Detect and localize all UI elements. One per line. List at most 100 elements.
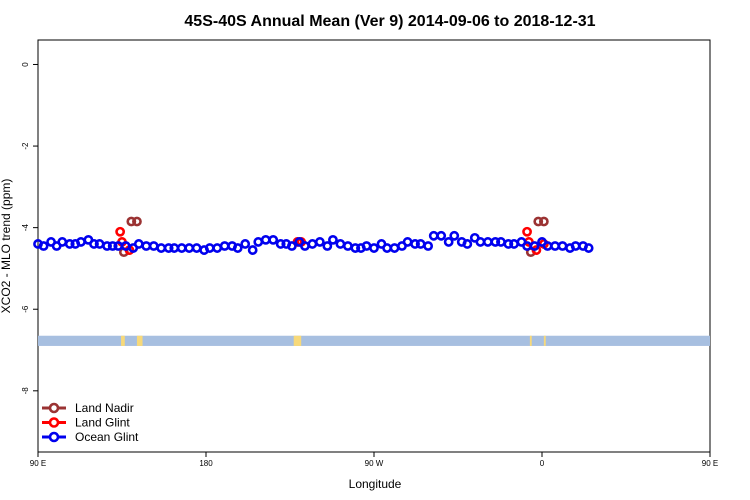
land-ocean-band [38, 335, 710, 346]
data-point [253, 237, 264, 247]
data-point [449, 230, 460, 241]
legend-label: Land Nadir [75, 401, 134, 415]
y-axis-ticks: 0 -2 -4 -6 -8 [21, 62, 38, 395]
data-point [133, 239, 144, 249]
data-point [583, 243, 594, 253]
x-axis-ticks: 90 E 180 90 W 0 90 E [30, 452, 718, 468]
ocean-band [38, 335, 710, 346]
data-point [389, 243, 400, 253]
data-point [402, 237, 413, 247]
data-point [428, 230, 439, 241]
data-point [490, 237, 501, 247]
data-point [232, 243, 243, 253]
data-point [570, 241, 581, 251]
data-point [156, 243, 167, 253]
legend-label: Ocean Glint [75, 430, 139, 444]
y-tick-label: 0 [21, 62, 30, 67]
land-band-segment [136, 335, 143, 346]
data-point [462, 239, 473, 249]
land-band-segment [293, 335, 302, 346]
data-point [57, 237, 68, 247]
y-tick-label: -4 [21, 224, 30, 232]
data-point [113, 241, 124, 251]
y-axis-label: XCO2 - MLO trend (ppm) [0, 179, 13, 314]
data-point [509, 239, 519, 249]
x-tick-label: 180 [199, 459, 213, 468]
plot-frame [37, 39, 711, 453]
data-point [102, 241, 112, 251]
data-point [260, 234, 271, 245]
legend-marker [48, 417, 60, 428]
data-point [328, 234, 338, 245]
data-point [184, 243, 195, 253]
data-point [115, 226, 126, 237]
data-point [300, 241, 310, 251]
data-point [204, 243, 215, 253]
data-point [557, 241, 568, 251]
legend-label: Land Glint [75, 416, 130, 430]
data-point [314, 237, 325, 247]
data-point [322, 241, 333, 251]
data-point [94, 239, 105, 249]
data-point [538, 216, 549, 227]
data-point [212, 243, 223, 253]
data-point [286, 241, 297, 251]
data-point [148, 241, 159, 251]
legend-marker [48, 431, 60, 443]
x-axis-label: Longitude [349, 477, 402, 491]
data-point [415, 239, 426, 249]
data-point [496, 237, 506, 247]
data-point [275, 239, 286, 249]
data-point [219, 241, 230, 251]
data-point [38, 241, 49, 251]
x-tick-label: 0 [540, 459, 545, 468]
data-point [191, 243, 202, 253]
series-layer [33, 216, 594, 258]
data-point [475, 237, 486, 247]
y-tick-label: -6 [21, 305, 30, 313]
land-band-segment [529, 335, 532, 346]
data-point [350, 243, 361, 253]
data-point [533, 216, 544, 227]
data-point [240, 239, 251, 249]
data-point [550, 241, 560, 251]
series-ocean-glint [33, 230, 594, 255]
data-point [132, 216, 142, 227]
data-point [268, 234, 279, 245]
data-point [342, 241, 353, 251]
data-point [141, 241, 152, 251]
x-tick-label: 90 W [365, 459, 384, 468]
data-point [361, 241, 372, 251]
data-point [369, 243, 379, 253]
data-point [163, 243, 174, 253]
data-point [89, 239, 99, 249]
y-tick-label: -2 [21, 142, 30, 150]
data-point [410, 239, 420, 249]
data-point [335, 239, 346, 249]
data-point [482, 237, 493, 247]
data-point [436, 230, 447, 241]
data-point [126, 216, 137, 227]
legend-marker [48, 402, 60, 414]
data-point [247, 245, 258, 255]
data-point [382, 243, 392, 253]
y-tick-label: -8 [21, 387, 30, 395]
chart-title: 45S-40S Annual Mean (Ver 9) 2014-09-06 t… [184, 13, 595, 30]
data-point [443, 237, 454, 247]
data-point [307, 239, 318, 249]
data-point [529, 241, 540, 251]
data-point [503, 239, 514, 249]
data-point [176, 243, 187, 253]
land-band-segment [543, 335, 546, 346]
data-point [76, 237, 86, 247]
data-point [522, 226, 532, 237]
data-point [64, 239, 75, 249]
x-tick-label: 90 E [702, 459, 718, 468]
x-tick-label: 90 E [30, 459, 46, 468]
data-point [120, 241, 131, 251]
land-band-segment [121, 335, 125, 346]
data-point [107, 241, 118, 251]
data-point [169, 243, 180, 253]
